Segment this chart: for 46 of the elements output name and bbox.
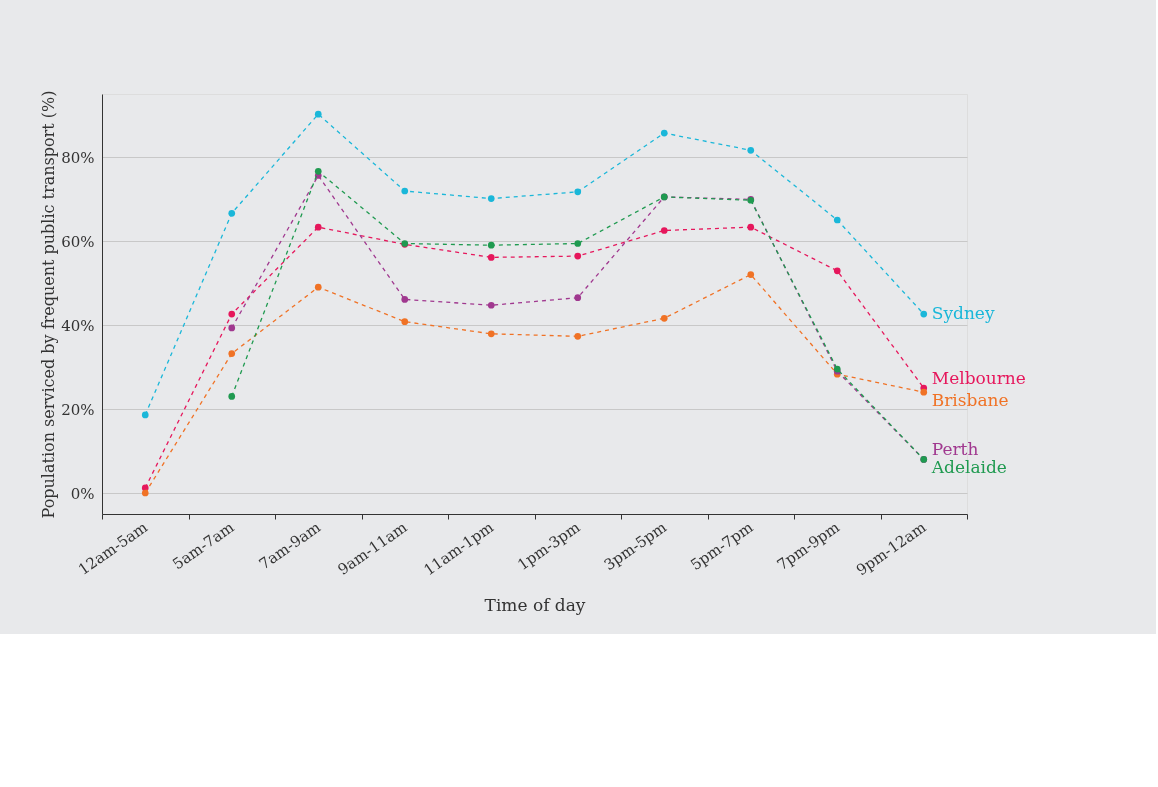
point [314,283,322,291]
series-label: Sydney [931,303,995,324]
point [660,227,668,234]
point [314,223,322,231]
point [228,350,236,357]
point [747,271,755,278]
point [487,301,495,309]
point [660,129,668,137]
point [574,252,582,260]
point [747,146,755,154]
series-label: Adelaide [930,457,1007,478]
point [314,110,322,118]
y-tick-label: 0% [70,484,95,503]
y-tick-label: 60% [61,232,95,251]
point [401,296,409,303]
point [487,195,495,202]
point [228,393,236,400]
y-tick-label: 80% [61,148,95,167]
point [574,332,582,340]
point [141,411,149,419]
y-tick-label: 40% [61,316,95,335]
series-label: Perth [931,439,979,460]
x-axis-title: Time of day [484,595,586,616]
point [401,318,409,325]
point [141,489,149,497]
point [228,310,236,318]
point [487,330,495,338]
point [228,324,236,332]
point [574,240,582,247]
point [401,187,409,195]
point [920,388,928,396]
point [833,267,841,275]
series-label: Melbourne [931,368,1026,388]
point [660,314,668,322]
y-tick-label: 20% [61,400,95,419]
point [487,254,495,261]
point [228,209,236,217]
point [920,310,928,318]
point [574,294,582,302]
point [574,188,582,196]
point [747,223,755,231]
point [487,241,495,249]
point [833,216,841,224]
y-axis-title: Population serviced by frequent public transport (%) [39,90,59,519]
point [314,167,322,175]
series-label: Brisbane [931,390,1009,411]
